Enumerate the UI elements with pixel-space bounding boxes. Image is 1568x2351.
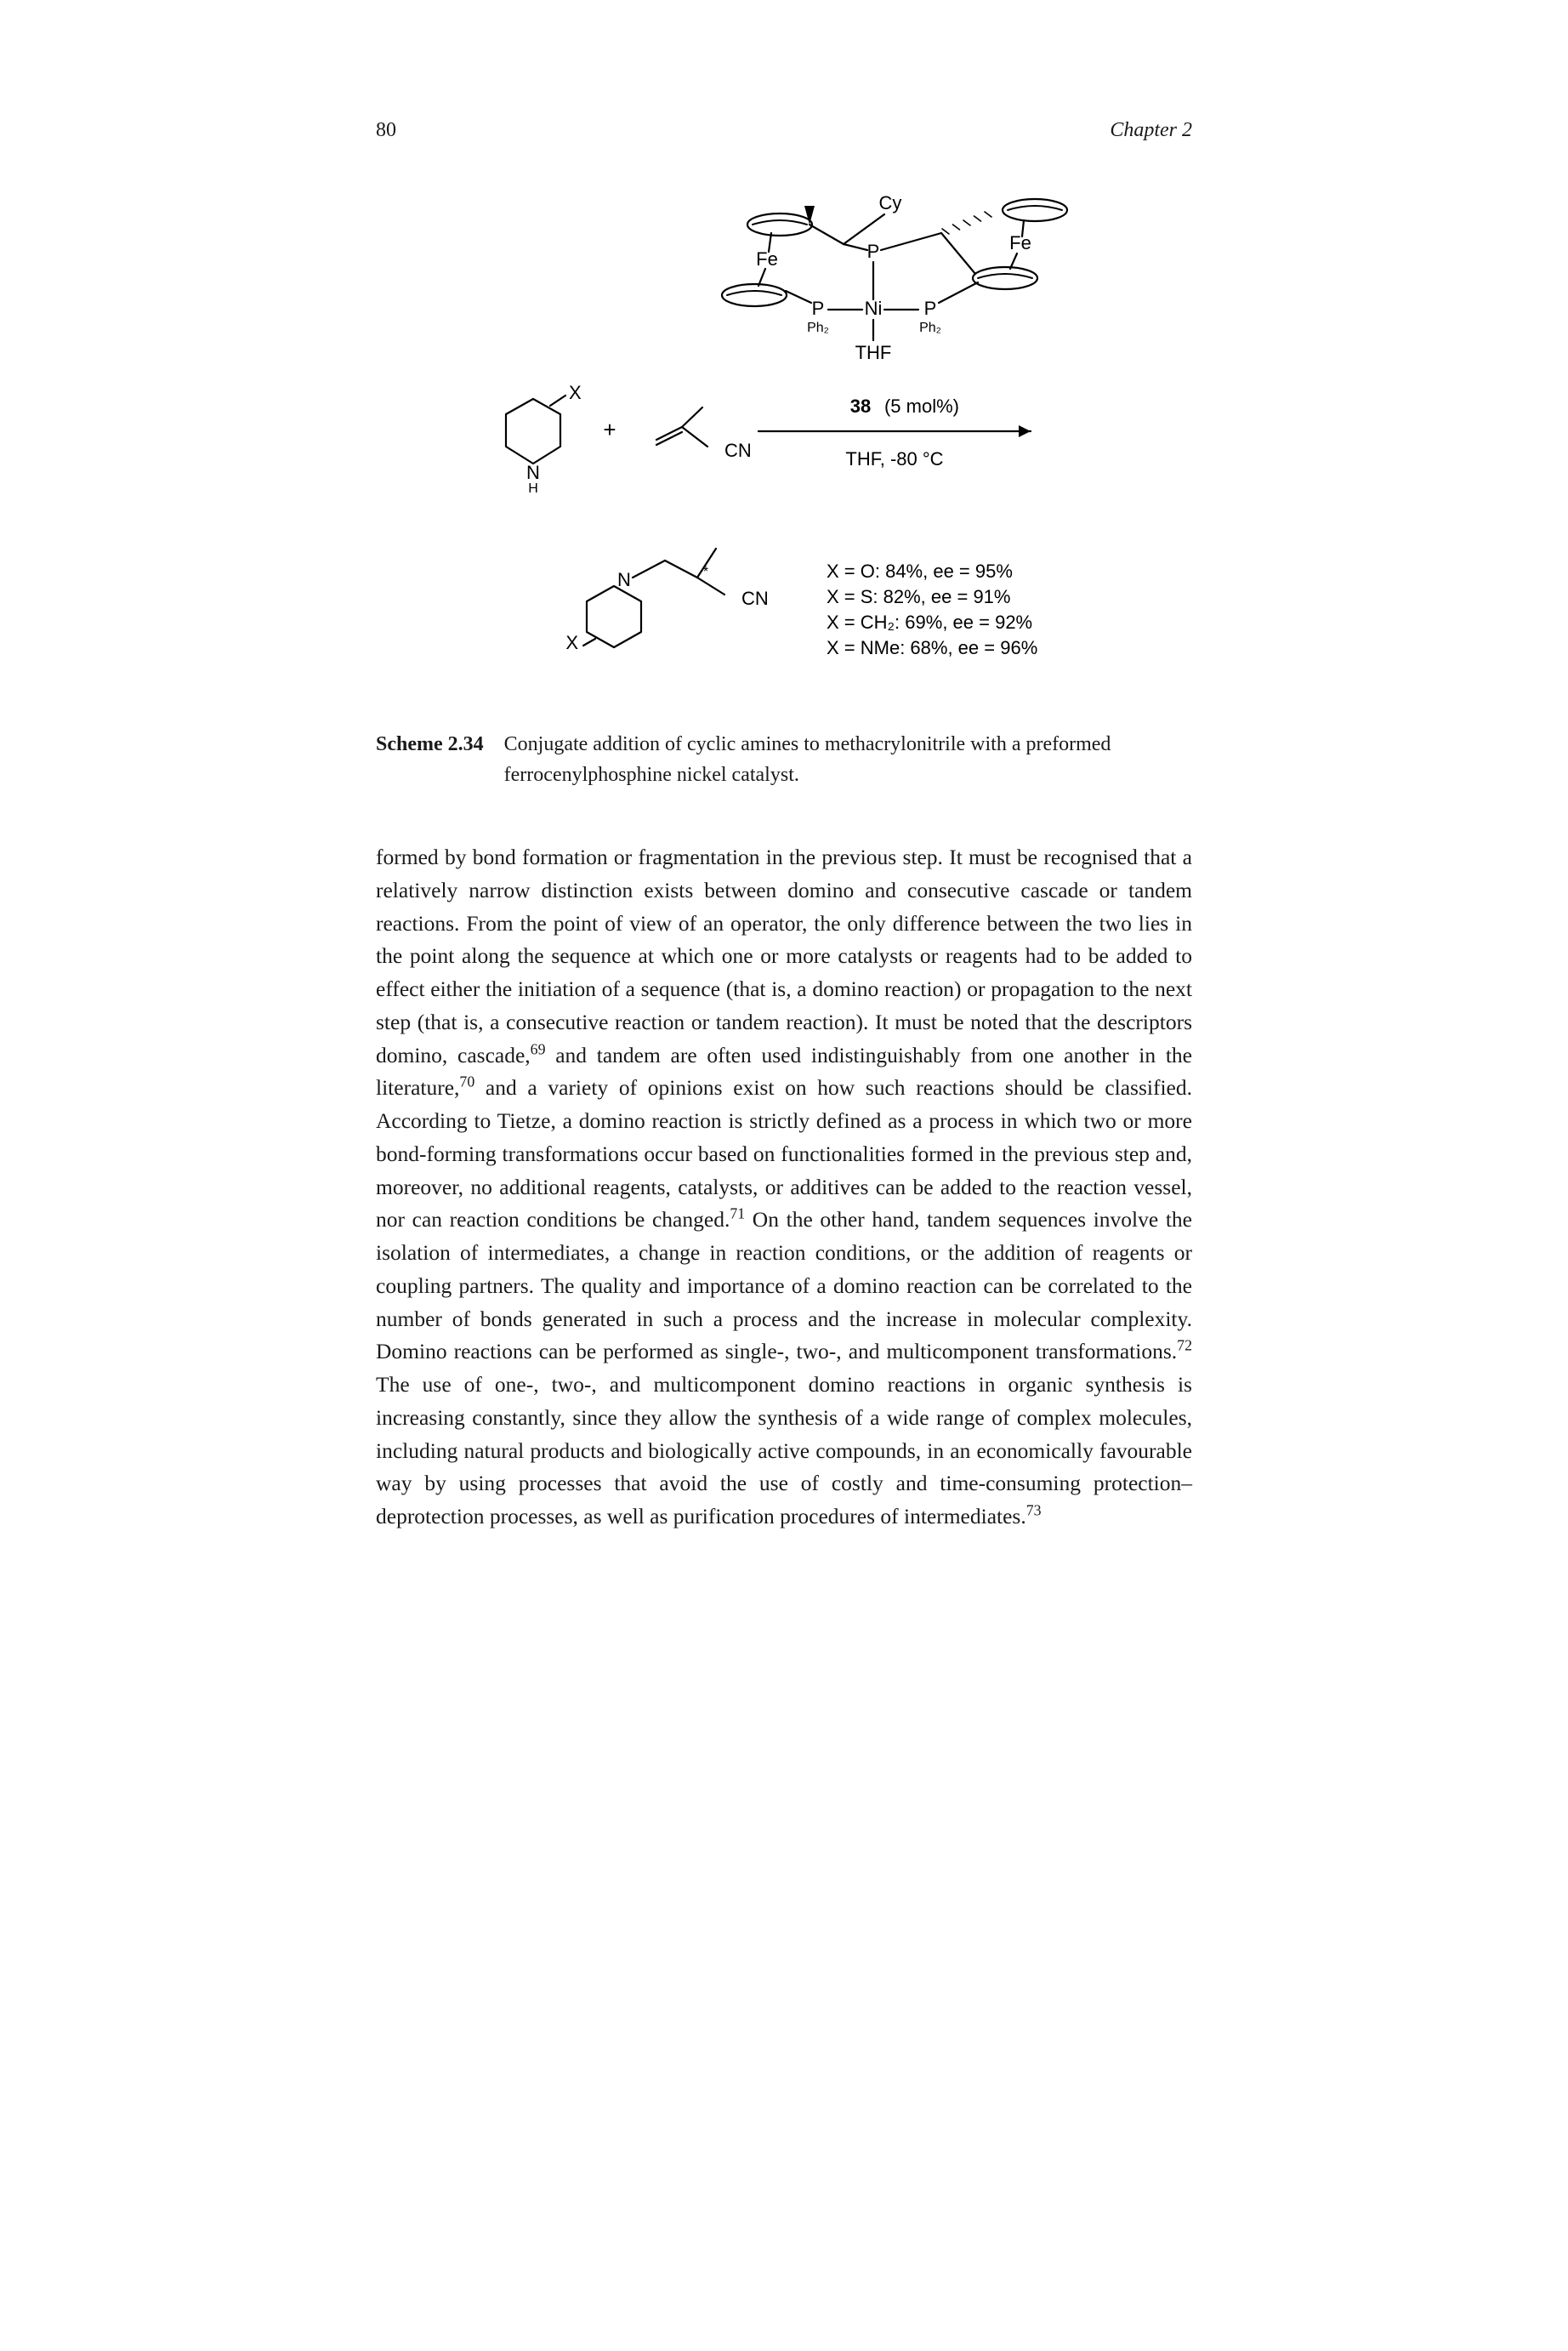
svg-text:Fe: Fe [1009,232,1031,253]
chemistry-diagram: FeFeCyPNiPPPh₂Ph₂THFXNH+CN38(5 mol%)THF,… [435,176,1133,703]
svg-text:X = CH₂: 69%, ee = 92%: X = CH₂: 69%, ee = 92% [827,612,1032,633]
scheme-caption: Scheme 2.34 Conjugate addition of cyclic… [376,729,1192,790]
svg-text:P: P [812,298,825,319]
page-number: 80 [376,119,396,142]
svg-text:Ph₂: Ph₂ [919,321,941,335]
svg-text:P: P [924,298,937,319]
page-header: 80 Chapter 2 [376,119,1192,142]
scheme-caption-text: Conjugate addition of cyclic amines to m… [504,729,1192,790]
scheme-figure: FeFeCyPNiPPPh₂Ph₂THFXNH+CN38(5 mol%)THF,… [376,176,1192,703]
svg-text:N: N [617,569,631,590]
svg-text:THF: THF [855,342,892,363]
svg-text:Ni: Ni [865,298,883,319]
svg-text:Ph₂: Ph₂ [807,321,829,335]
svg-text:N: N [526,462,540,483]
svg-text:+: + [603,417,616,442]
svg-text:THF, -80 °C: THF, -80 °C [845,448,943,470]
svg-text:X: X [565,632,578,653]
svg-text:CN: CN [724,440,752,461]
chapter-label: Chapter 2 [1110,119,1192,142]
svg-text:*: * [703,565,708,579]
svg-text:X = NMe: 68%, ee = 96%: X = NMe: 68%, ee = 96% [827,637,1037,658]
svg-text:CN: CN [741,588,769,609]
scheme-label: Scheme 2.34 [376,729,484,760]
svg-text:X = O: 84%, ee = 95%: X = O: 84%, ee = 95% [827,561,1013,582]
svg-text:P: P [867,241,880,262]
body-paragraph: formed by bond formation or fragmentatio… [376,841,1192,1534]
page-container: 80 Chapter 2 FeFeCyPNiPPPh₂Ph₂THFXNH+CN3… [274,51,1294,1602]
svg-text:Cy: Cy [879,192,902,213]
svg-text:38: 38 [850,396,871,417]
svg-text:Fe: Fe [756,248,778,270]
svg-text:H: H [528,481,538,496]
svg-text:X = S: 82%, ee = 91%: X = S: 82%, ee = 91% [827,586,1010,607]
svg-text:X: X [569,382,582,403]
svg-text:(5 mol%): (5 mol%) [884,396,959,417]
